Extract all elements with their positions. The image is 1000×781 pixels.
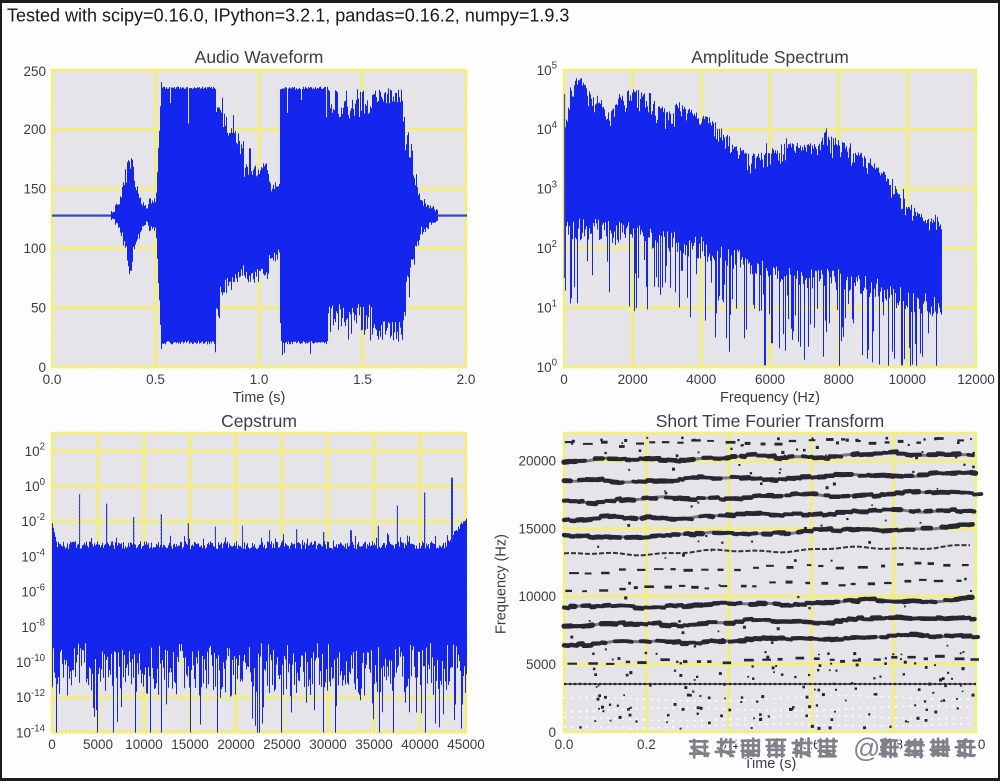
svg-text:20000: 20000 xyxy=(518,454,556,469)
svg-text:200: 200 xyxy=(23,122,46,137)
svg-text:10000: 10000 xyxy=(889,372,927,387)
svg-text:35000: 35000 xyxy=(355,737,393,752)
svg-text:5000: 5000 xyxy=(526,657,556,672)
svg-text:2000: 2000 xyxy=(618,372,648,387)
svg-text:0.0: 0.0 xyxy=(43,372,62,387)
svg-text:@: @ xyxy=(853,733,880,763)
svg-text:4000: 4000 xyxy=(686,372,716,387)
svg-text:1.5: 1.5 xyxy=(353,372,372,387)
svg-text:Frequency (Hz): Frequency (Hz) xyxy=(720,390,820,406)
svg-text:10000: 10000 xyxy=(518,589,556,604)
svg-text:20000: 20000 xyxy=(217,737,255,752)
svg-text:Audio Waveform: Audio Waveform xyxy=(195,47,324,67)
svg-text:0: 0 xyxy=(48,737,56,752)
svg-text:0: 0 xyxy=(548,725,556,740)
svg-text:0.5: 0.5 xyxy=(146,372,165,387)
svg-text:8000: 8000 xyxy=(824,372,854,387)
svg-text:12000: 12000 xyxy=(957,372,995,387)
svg-text:10000: 10000 xyxy=(125,737,163,752)
svg-text:Time (s): Time (s) xyxy=(233,390,286,406)
svg-text:6000: 6000 xyxy=(755,372,785,387)
svg-text:Frequency (Hz): Frequency (Hz) xyxy=(494,534,510,634)
svg-text:15000: 15000 xyxy=(518,521,556,536)
svg-text:Cepstrum: Cepstrum xyxy=(221,411,297,431)
svg-text:Time (s): Time (s) xyxy=(744,756,797,772)
svg-text:0.0: 0.0 xyxy=(555,737,574,752)
svg-text:Short Time Fourier Transform: Short Time Fourier Transform xyxy=(656,411,885,431)
svg-text:250: 250 xyxy=(23,64,46,79)
svg-text:25000: 25000 xyxy=(263,737,301,752)
svg-text:Tested with scipy=0.16.0, IPyt: Tested with scipy=0.16.0, IPython=3.2.1,… xyxy=(7,6,569,26)
svg-text:5000: 5000 xyxy=(83,737,113,752)
svg-text:30000: 30000 xyxy=(309,737,347,752)
svg-text:100: 100 xyxy=(23,241,46,256)
svg-text:0.2: 0.2 xyxy=(637,737,656,752)
svg-text:2.0: 2.0 xyxy=(457,372,476,387)
svg-text:15000: 15000 xyxy=(171,737,209,752)
svg-text:1.0: 1.0 xyxy=(250,372,269,387)
svg-text:150: 150 xyxy=(23,182,46,197)
svg-text:0: 0 xyxy=(38,360,46,375)
svg-text:Amplitude Spectrum: Amplitude Spectrum xyxy=(691,47,849,67)
svg-text:45000: 45000 xyxy=(447,737,485,752)
svg-text:50: 50 xyxy=(31,300,46,315)
svg-text:40000: 40000 xyxy=(401,737,439,752)
svg-text:0: 0 xyxy=(560,372,568,387)
